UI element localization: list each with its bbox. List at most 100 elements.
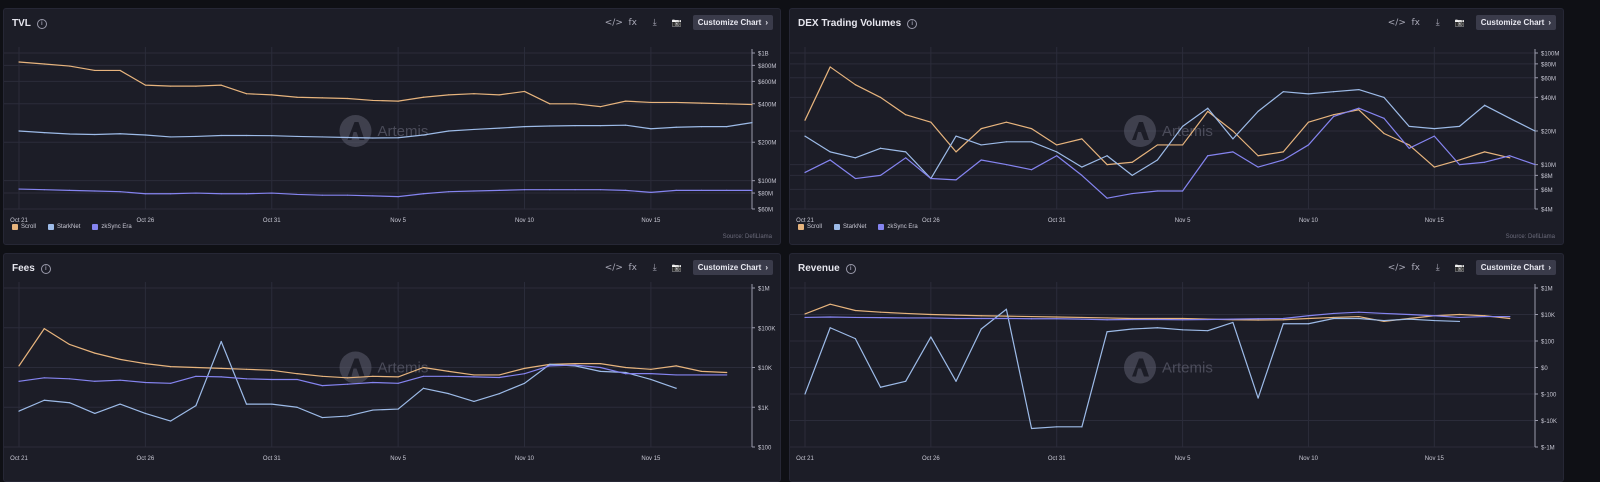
zksync-data-point	[523, 189, 526, 191]
screenshot-camera-icon[interactable]: 📷	[671, 18, 682, 27]
legend-item-scroll[interactable]: Scroll	[12, 224, 36, 230]
zksync-data-point	[220, 376, 222, 378]
screenshot-camera-icon[interactable]: 📷	[1454, 263, 1465, 272]
fees-title: Fees i	[12, 263, 51, 274]
zksync-series-line[interactable]	[18, 188, 752, 198]
zksync-data-point	[1333, 115, 1335, 118]
legend-item-scroll[interactable]: Scroll	[798, 224, 822, 230]
zksync-data-point	[599, 366, 601, 369]
scroll-data-point	[1030, 315, 1033, 318]
screenshot-camera-icon[interactable]: 📷	[671, 263, 682, 272]
starknet-data-point	[804, 135, 806, 137]
zksync-data-point	[144, 381, 146, 384]
starknet-data-point	[271, 403, 273, 405]
starknet-data-point	[195, 405, 197, 407]
zksync-data-point	[296, 378, 298, 381]
scroll-data-point	[346, 97, 349, 100]
download-icon[interactable]: ⤓	[652, 17, 657, 28]
embed-code-icon[interactable]: </>	[604, 262, 623, 273]
download-icon[interactable]: ⤓	[1435, 17, 1440, 28]
starknet-data-point	[220, 340, 222, 343]
scroll-data-point	[905, 114, 907, 116]
starknet-data-point	[245, 134, 248, 137]
scroll-data-point	[68, 343, 71, 346]
embed-code-icon[interactable]: </>	[604, 17, 623, 28]
formula-icon[interactable]: fx	[628, 262, 638, 273]
zksync-data-point	[1383, 312, 1385, 315]
starknet-data-point	[1232, 138, 1234, 140]
starknet-series-line[interactable]	[804, 88, 1536, 180]
zksync-data-point	[119, 379, 121, 381]
customize-chart-button[interactable]: Customize Chart ›	[1475, 15, 1556, 30]
scroll-series-line[interactable]	[18, 328, 727, 379]
embed-code-icon[interactable]: </>	[1387, 262, 1406, 273]
legend-item-zksync[interactable]: zkSync Era	[92, 224, 132, 230]
formula-icon[interactable]: fx	[628, 17, 638, 28]
zksync-data-point	[1307, 315, 1310, 317]
scroll-data-point	[804, 313, 806, 315]
info-icon[interactable]: i	[36, 18, 47, 29]
legend-item-starknet[interactable]: StarkNet	[834, 224, 866, 230]
formula-icon[interactable]: fx	[1411, 262, 1421, 273]
x-tick-label: Oct 31	[263, 218, 281, 224]
starknet-data-point	[1131, 328, 1133, 330]
x-tick-label: Nov 10	[515, 456, 535, 462]
zksync-data-point	[1106, 319, 1108, 321]
scroll-data-point	[1131, 317, 1133, 320]
tvl-panel: TVL i </> fx ⤓ 📷 Customize Chart › $1B $800M $600M…	[3, 8, 781, 245]
zksync-data-point	[1282, 317, 1284, 320]
zksync-data-point	[1030, 169, 1033, 171]
zksync-data-point	[1030, 318, 1033, 320]
starknet-data-point	[1081, 426, 1083, 428]
embed-code-icon[interactable]: </>	[1387, 17, 1406, 28]
starknet-data-point	[599, 125, 601, 127]
zksync-series-line[interactable]	[804, 107, 1536, 199]
customize-chart-button[interactable]: Customize Chart ›	[1475, 260, 1556, 275]
y-tick-label: $-100	[1541, 393, 1557, 399]
scroll-series-line[interactable]	[804, 66, 1510, 168]
scroll-series-line[interactable]	[18, 61, 753, 108]
starknet-data-point	[1131, 174, 1133, 177]
y-tick-label: $-10K	[1541, 419, 1557, 425]
scroll-data-point	[271, 94, 273, 96]
customize-chart-button[interactable]: Customize Chart ›	[692, 260, 773, 275]
starknet-data-point	[879, 147, 882, 149]
zksync-data-point	[905, 317, 907, 319]
scroll-data-point	[804, 119, 806, 121]
info-icon[interactable]: i	[907, 18, 918, 29]
starknet-series-line[interactable]	[18, 122, 753, 139]
y-tick-label: $10M	[1541, 163, 1556, 169]
revenue-toolbar: </> fx ⤓ 📷 Customize Chart ›	[1388, 260, 1556, 275]
zksync-data-point	[1106, 197, 1108, 199]
chevron-right-icon: ›	[765, 18, 768, 27]
scroll-data-point	[905, 312, 907, 315]
zksync-data-point	[854, 177, 856, 180]
info-icon[interactable]: i	[40, 263, 51, 274]
legend-item-zksync[interactable]: zkSync Era	[878, 224, 918, 230]
screenshot-camera-icon[interactable]: 📷	[1454, 18, 1465, 27]
x-tick-label: Oct 31	[1048, 218, 1066, 224]
x-tick-label: Nov 5	[390, 456, 406, 462]
scroll-data-point	[245, 368, 248, 370]
legend-item-starknet[interactable]: StarkNet	[48, 224, 80, 230]
starknet-data-point	[422, 134, 425, 136]
scroll-data-point	[94, 69, 96, 72]
scroll-data-point	[650, 101, 652, 104]
starknet-data-point	[1207, 107, 1209, 109]
scroll-data-point	[1106, 163, 1108, 166]
download-icon[interactable]: ⤓	[1435, 262, 1440, 273]
chart-title-text: Fees	[12, 263, 35, 274]
info-icon[interactable]: i	[845, 263, 856, 274]
zksync-data-point	[422, 193, 425, 195]
scroll-data-point	[1307, 121, 1310, 123]
starknet-data-point	[829, 327, 831, 329]
artemis-logo-glyph	[1132, 358, 1149, 377]
customize-chart-button[interactable]: Customize Chart ›	[692, 15, 773, 30]
tvl-chart-svg: $1B $800M $600M $400M $200M $100M $80M $60M Oct …	[4, 47, 776, 224]
formula-icon[interactable]: fx	[1411, 17, 1421, 28]
download-icon[interactable]: ⤓	[652, 262, 657, 273]
starknet-data-point	[1358, 317, 1360, 320]
scroll-data-point	[599, 363, 601, 365]
zksync-data-point	[804, 171, 806, 174]
scroll-data-point	[1383, 320, 1385, 323]
